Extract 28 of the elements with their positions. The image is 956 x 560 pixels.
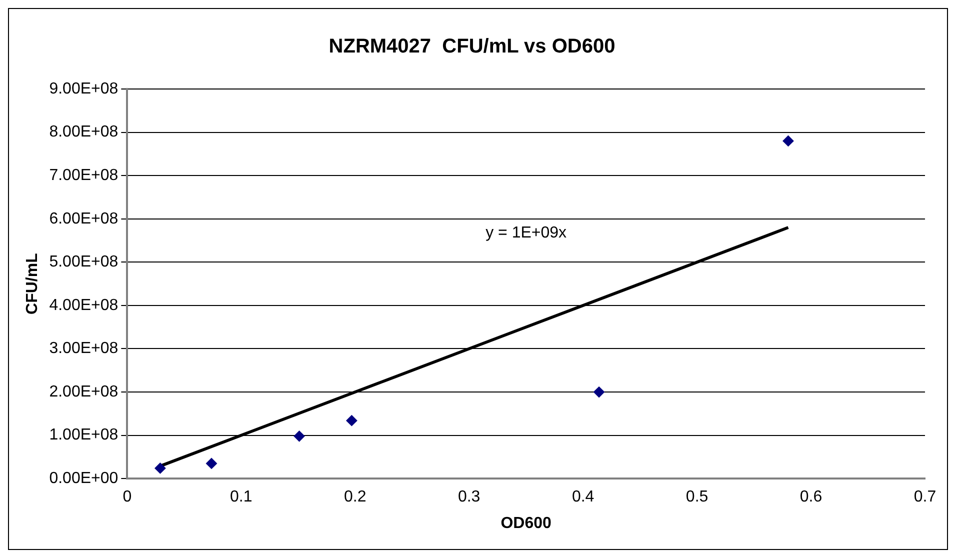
y-tick-label: 3.00E+08: [49, 340, 118, 358]
point: [154, 462, 166, 474]
point: [206, 458, 217, 469]
annotation: y = 1E+09x: [486, 224, 567, 242]
y-tick-label: 6.00E+08: [49, 210, 118, 228]
x-tick-label: 0.1: [230, 488, 252, 506]
x-tick-label: 0.5: [686, 488, 708, 506]
y-tick-label: 5.00E+08: [49, 254, 118, 271]
x-tick-label: 0.4: [572, 488, 594, 506]
y-tick-label: 9.00E+08: [49, 80, 118, 98]
chart-title: NZRM4027 CFU/mL vs OD600: [328, 36, 616, 58]
x-tick-label: 0.3: [458, 488, 480, 506]
y-axis-title: CFU/mL: [24, 252, 42, 314]
y-tick-label: 7.00E+08: [49, 166, 118, 184]
y-tick-label: 8.00E+08: [49, 124, 118, 141]
y-tick-label: 2.00E+08: [49, 383, 118, 400]
point: [294, 430, 305, 442]
y-tick-label: 1.00E+08: [49, 426, 118, 444]
point: [346, 415, 358, 426]
point: [594, 386, 605, 398]
x-tick-label: 0.6: [800, 488, 822, 506]
y-tick-label: 4.00E+08: [49, 296, 118, 314]
x-tick-label: 0: [122, 488, 132, 506]
x-axis-title: OD600: [500, 514, 552, 532]
x-tick-label: 0.2: [344, 488, 366, 506]
x-tick-label: 0.7: [914, 488, 936, 506]
y-tick-label: 0.00E+00: [49, 470, 118, 488]
point: [782, 135, 794, 146]
